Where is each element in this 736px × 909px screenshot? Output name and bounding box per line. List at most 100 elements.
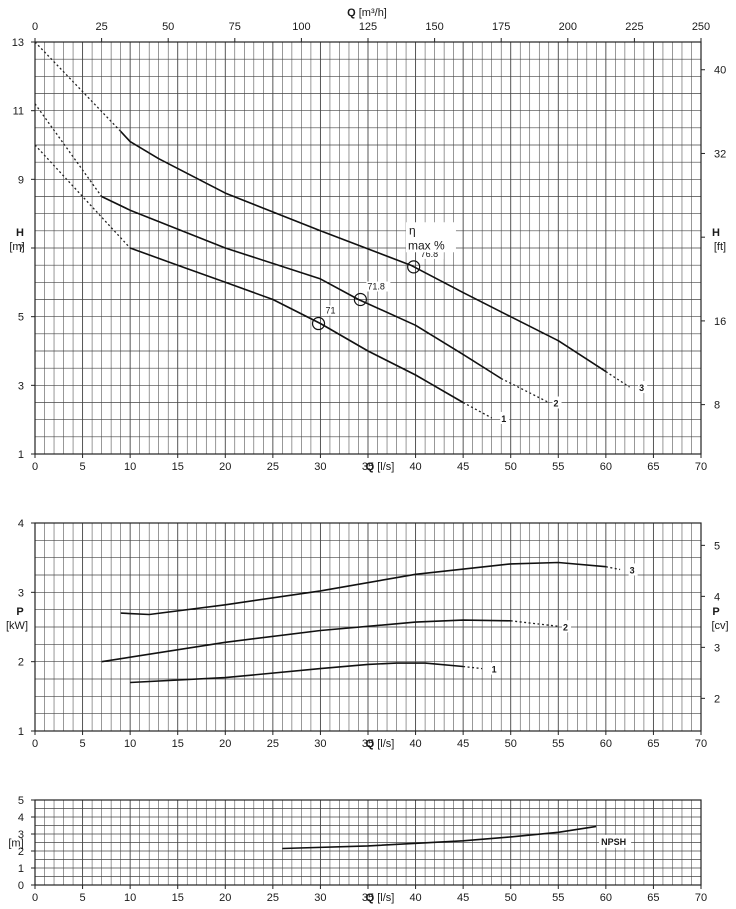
- x-tick-label: 25: [267, 461, 279, 473]
- right-tick-label: 4: [714, 591, 720, 603]
- power-right-axis-label: P: [712, 606, 719, 618]
- efficiency-label: 71: [326, 306, 336, 316]
- series-3-dashed-start: [34, 41, 122, 132]
- series-3-dashed-end: [605, 371, 630, 388]
- efficiency-label-bg: [324, 305, 338, 316]
- x-tick-label: 10: [124, 892, 136, 904]
- x-tick-label: 55: [552, 461, 564, 473]
- x-tick-label: 25: [267, 738, 279, 750]
- y-tick-label: 3: [18, 380, 24, 392]
- series-label-bg: [490, 662, 500, 675]
- x-tick-label: 70: [695, 738, 707, 750]
- x-tick-label: 10: [124, 738, 136, 750]
- series-NPSH-line: [282, 825, 597, 850]
- x-tick-label: 65: [647, 461, 659, 473]
- x-tick-label: 5: [80, 461, 86, 473]
- x-tick-label: 15: [172, 738, 184, 750]
- series-3-label: 3: [639, 383, 644, 393]
- efficiency-label: 71.8: [367, 282, 385, 292]
- y-tick-label: 1: [18, 449, 24, 461]
- top-tick-label: 25: [95, 21, 107, 33]
- right-tick-label: 5: [714, 540, 720, 552]
- series-label-bg: [628, 563, 638, 576]
- efficiency-label-bg: [366, 281, 391, 292]
- top-tick-label: 175: [492, 21, 510, 33]
- x-tick-label: 20: [219, 461, 231, 473]
- y-tick-label: 2: [18, 846, 24, 858]
- x-tick-label: 45: [457, 461, 469, 473]
- efficiency-marker: [311, 316, 326, 331]
- head-right-axis-unit: [ft]: [714, 241, 726, 253]
- x-tick-label: 0: [32, 461, 38, 473]
- series-3-label: 3: [630, 565, 635, 575]
- y-tick-label: 11: [13, 106, 24, 118]
- head-x-axis-label: Q [l/s]: [366, 461, 395, 473]
- top-tick-label: 100: [292, 21, 310, 33]
- x-tick-label: 45: [457, 738, 469, 750]
- series-2-label: 2: [554, 399, 559, 409]
- head-y-axis-label: H: [16, 227, 24, 239]
- power-right-axis-unit: [cv]: [711, 620, 728, 632]
- x-tick-label: 0: [32, 738, 38, 750]
- eta-symbol: η: [409, 223, 416, 237]
- series-1-dashed-end: [462, 401, 493, 419]
- x-tick-label: 60: [600, 892, 612, 904]
- head-y-axis-unit: [m]: [9, 241, 24, 253]
- eta-max-label: max %: [408, 238, 445, 252]
- series-2-label: 2: [563, 622, 568, 632]
- y-tick-label: 13: [12, 37, 24, 49]
- series-3-line: [120, 561, 606, 616]
- right-tick-label: 3: [714, 642, 720, 654]
- top-tick-label: 200: [559, 21, 577, 33]
- top-tick-label: 50: [162, 21, 174, 33]
- x-tick-label: 15: [172, 892, 184, 904]
- series-1-label: 1: [501, 414, 506, 424]
- series-npsh-label: NPSH: [601, 837, 626, 847]
- power-x-axis-label: Q [l/s]: [366, 738, 395, 750]
- right-tick-label: 32: [714, 148, 726, 160]
- power-panel: 0 5 10 15 20 25 30 35 40 45 50 55 60 65 70Q [l/s]1234P…: [6, 518, 729, 750]
- head-right-axis-label: H: [712, 227, 720, 239]
- x-tick-label: 45: [457, 892, 469, 904]
- top-tick-label: 250: [692, 21, 710, 33]
- y-tick-label: 4: [18, 812, 24, 824]
- series-1-dashed-end: [463, 665, 483, 670]
- x-tick-label: 50: [505, 461, 517, 473]
- npsh-x-axis-label: Q [l/s]: [366, 892, 395, 904]
- x-tick-label: 60: [600, 738, 612, 750]
- right-tick-label: 16: [714, 316, 726, 328]
- efficiency-marker: [353, 292, 367, 307]
- x-tick-label: 30: [314, 892, 326, 904]
- x-tick-label: 50: [505, 892, 517, 904]
- x-tick-label: 5: [80, 892, 86, 904]
- npsh-panel: 0 5 10 15 20 25 30 35 40 45 50 55 60 65 70Q [l/s]01234…: [8, 795, 707, 904]
- x-tick-label: 70: [695, 461, 707, 473]
- power-y-axis-unit: [kW]: [6, 620, 28, 632]
- x-tick-label: 40: [409, 738, 421, 750]
- x-tick-label: 25: [267, 892, 279, 904]
- x-tick-label: 20: [219, 892, 231, 904]
- top-axis-label: Q [m³/h]: [347, 7, 387, 19]
- x-tick-label: 65: [647, 892, 659, 904]
- y-tick-label: 3: [18, 587, 24, 599]
- x-tick-label: 5: [80, 738, 86, 750]
- series-2-line: [101, 195, 502, 380]
- y-tick-label: 5: [18, 795, 24, 807]
- series-label-bg: [552, 396, 562, 409]
- series-2-dashed-start: [34, 103, 103, 197]
- y-tick-label: 5: [18, 312, 24, 324]
- series-label-bg: [638, 381, 648, 394]
- x-tick-label: 35: [362, 461, 374, 473]
- y-tick-label: 2: [18, 657, 24, 669]
- x-tick-label: 35: [362, 892, 374, 904]
- head-panel: 0 5 10 15 20 25 30 35 40 45 50 55 60 65 70Q [l/s]13579…: [9, 7, 726, 473]
- right-tick-label: 2: [714, 693, 720, 705]
- series-label-bg: [500, 411, 510, 424]
- x-tick-label: 30: [314, 461, 326, 473]
- x-tick-label: 0: [32, 892, 38, 904]
- efficiency-marker: [407, 260, 421, 274]
- y-tick-label: 0: [18, 880, 24, 892]
- x-tick-label: 40: [409, 461, 421, 473]
- top-tick-label: 125: [359, 21, 377, 33]
